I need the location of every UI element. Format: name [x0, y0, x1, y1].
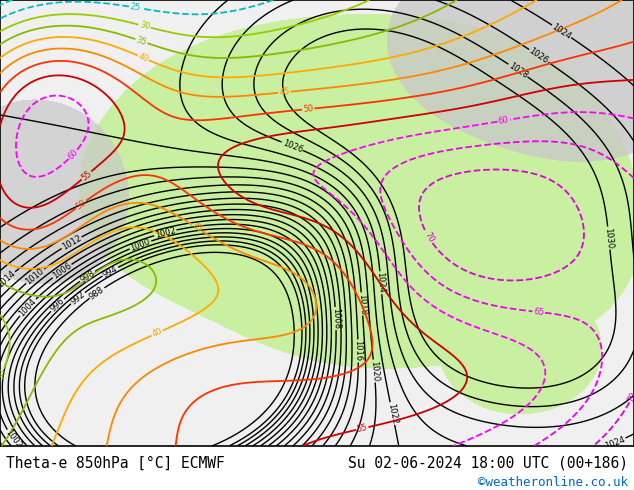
Text: 1004: 1004 [17, 296, 38, 318]
Text: 1010: 1010 [24, 266, 46, 286]
Text: 35: 35 [135, 35, 148, 47]
Text: ©weatheronline.co.uk: ©weatheronline.co.uk [477, 476, 628, 489]
Text: 1026: 1026 [527, 46, 550, 66]
Text: 1020: 1020 [369, 360, 380, 382]
Text: 988: 988 [87, 285, 106, 301]
Text: 1002: 1002 [4, 428, 23, 450]
Text: 1008: 1008 [331, 308, 340, 329]
Text: 65: 65 [533, 307, 545, 317]
Text: 994: 994 [101, 264, 119, 279]
Text: 70: 70 [626, 390, 634, 403]
Text: 1012: 1012 [60, 233, 83, 252]
Text: 1018: 1018 [357, 293, 367, 315]
Text: 50: 50 [74, 198, 88, 211]
Text: 25: 25 [129, 2, 141, 13]
Text: Su 02-06-2024 18:00 UTC (00+186): Su 02-06-2024 18:00 UTC (00+186) [347, 456, 628, 470]
Text: 70: 70 [422, 231, 436, 245]
Text: 40: 40 [136, 51, 150, 64]
Text: 1002: 1002 [154, 225, 176, 240]
Text: 40: 40 [151, 327, 164, 339]
Text: 996: 996 [49, 296, 67, 314]
Text: 55: 55 [79, 169, 93, 182]
Text: 1016: 1016 [354, 340, 363, 362]
Text: 30: 30 [0, 368, 8, 381]
Text: 992: 992 [69, 290, 87, 307]
Text: 1024: 1024 [375, 272, 386, 294]
Text: 1026: 1026 [281, 138, 304, 154]
Text: 45: 45 [279, 87, 290, 97]
Text: 30: 30 [138, 21, 151, 32]
Text: 1024: 1024 [604, 435, 626, 450]
Text: 1000: 1000 [129, 237, 152, 253]
Text: 998: 998 [78, 268, 96, 284]
Text: 1028: 1028 [507, 61, 529, 80]
Text: 1030: 1030 [604, 227, 614, 249]
Text: Theta-e 850hPa [°C] ECMWF: Theta-e 850hPa [°C] ECMWF [6, 456, 225, 470]
Text: 35: 35 [81, 271, 95, 285]
Text: 1006: 1006 [51, 261, 73, 281]
Text: 1024: 1024 [550, 22, 573, 41]
Text: 50: 50 [302, 104, 314, 114]
Text: 60: 60 [66, 147, 80, 161]
Text: 45: 45 [190, 221, 204, 235]
Text: 60: 60 [498, 115, 510, 126]
Text: 1014: 1014 [0, 269, 17, 290]
Text: 55: 55 [356, 423, 368, 434]
Text: 1022: 1022 [386, 402, 399, 425]
